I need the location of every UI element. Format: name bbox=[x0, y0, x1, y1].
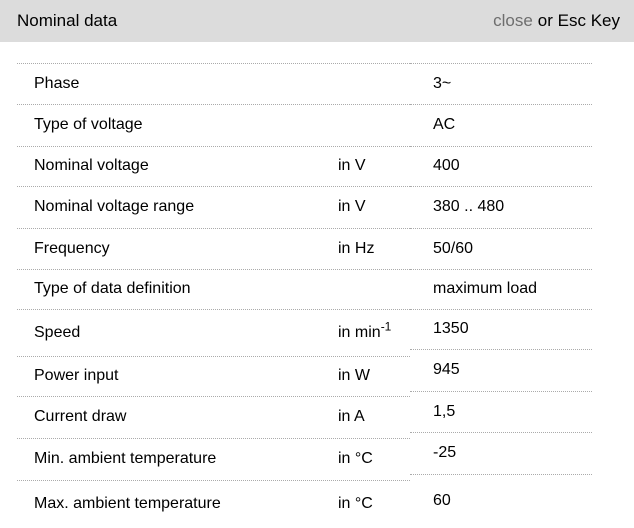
table-row: Frequency in Hz bbox=[17, 228, 410, 269]
table-row: Current draw in A bbox=[17, 396, 410, 438]
table-row: 945 bbox=[410, 349, 592, 391]
row-value: 1350 bbox=[433, 320, 469, 338]
table-row: maximum load bbox=[410, 269, 592, 309]
row-unit: in V bbox=[338, 157, 366, 175]
table-row: Speed in min-1 bbox=[17, 309, 410, 356]
row-label: Power input bbox=[34, 367, 119, 385]
table-row: Type of data definition bbox=[17, 269, 410, 309]
row-value: -25 bbox=[433, 444, 457, 462]
row-label: Frequency bbox=[34, 239, 110, 257]
row-value: 400 bbox=[433, 157, 460, 175]
table-row: Nominal voltage in V bbox=[17, 146, 410, 186]
row-value: 50/60 bbox=[433, 239, 474, 257]
row-value: 3~ bbox=[433, 74, 452, 92]
spec-table-labels: Phase Type of voltage Nominal voltage in… bbox=[17, 63, 410, 528]
table-row: -25 bbox=[410, 432, 592, 474]
row-label: Min. ambient temperature bbox=[34, 450, 217, 468]
row-label: Max. ambient temperature bbox=[34, 495, 221, 513]
row-label: Nominal voltage bbox=[34, 157, 149, 175]
table-row: 3~ bbox=[410, 63, 592, 104]
row-unit: in A bbox=[338, 408, 365, 426]
table-row: 1350 bbox=[410, 309, 592, 349]
row-unit: in min-1 bbox=[338, 319, 392, 341]
row-value: 60 bbox=[433, 492, 451, 510]
row-label: Speed bbox=[34, 323, 81, 341]
spec-table-values: 3~ AC 400 380 .. 480 50/60 maximum load … bbox=[410, 63, 592, 528]
row-unit: in Hz bbox=[338, 239, 375, 257]
table-row: Min. ambient temperature in °C bbox=[17, 438, 410, 480]
row-label: Type of voltage bbox=[34, 116, 143, 134]
row-label: Current draw bbox=[34, 408, 127, 426]
table-row: AC bbox=[410, 104, 592, 146]
table-row: 50/60 bbox=[410, 228, 592, 269]
row-value: 1,5 bbox=[433, 402, 456, 420]
esc-key-hint: or Esc Key bbox=[537, 11, 620, 30]
table-row: Max. ambient temperature in °C bbox=[17, 480, 410, 528]
table-row: Nominal voltage range in V bbox=[17, 186, 410, 228]
dialog-title: Nominal data bbox=[17, 11, 118, 30]
table-row: 60 bbox=[410, 474, 592, 528]
row-value: 945 bbox=[433, 361, 460, 379]
row-value: maximum load bbox=[433, 280, 538, 298]
row-unit: in W bbox=[338, 367, 370, 385]
dialog-header: Nominal data close or Esc Key bbox=[0, 0, 634, 42]
table-row: 400 bbox=[410, 146, 592, 186]
row-value: AC bbox=[433, 116, 456, 134]
table-row: Type of voltage bbox=[17, 104, 410, 146]
row-value: 380 .. 480 bbox=[433, 198, 505, 216]
row-unit: in °C bbox=[338, 495, 373, 513]
row-label: Nominal voltage range bbox=[34, 198, 195, 216]
row-label: Type of data definition bbox=[34, 280, 191, 298]
dialog-close-area: close or Esc Key bbox=[493, 11, 620, 31]
table-row: 1,5 bbox=[410, 391, 592, 432]
table-row: Power input in W bbox=[17, 356, 410, 396]
table-row: Phase bbox=[17, 63, 410, 104]
row-unit: in °C bbox=[338, 450, 373, 468]
unit-superscript: -1 bbox=[380, 319, 392, 334]
row-label: Phase bbox=[34, 74, 80, 92]
table-row: 380 .. 480 bbox=[410, 186, 592, 228]
close-link[interactable]: close bbox=[493, 11, 533, 30]
row-unit: in V bbox=[338, 198, 366, 216]
